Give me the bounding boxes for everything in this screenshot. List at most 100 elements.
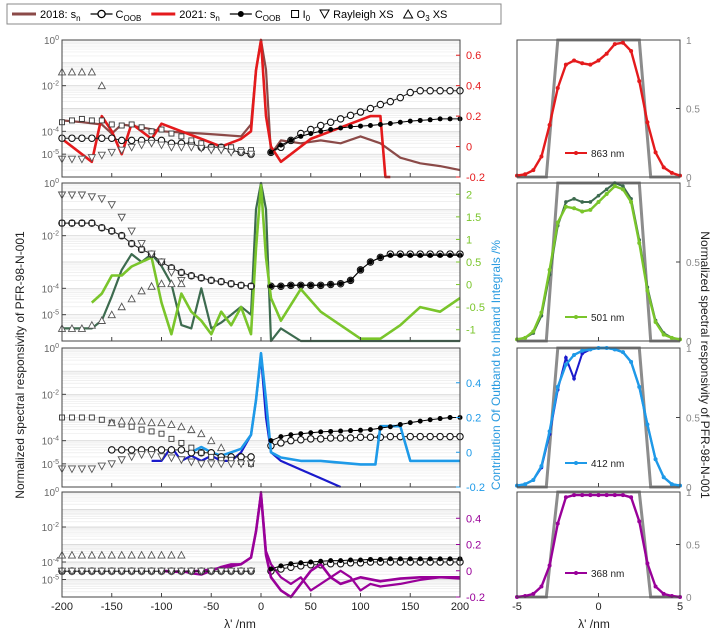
data-point [446, 86, 454, 95]
data-point [68, 117, 75, 124]
y-tick-label: 100 [44, 35, 59, 47]
data-point [88, 134, 96, 142]
data-point [661, 475, 666, 480]
data-point [539, 310, 544, 315]
y2-tick-label: 0.4 [466, 513, 481, 525]
data-point [216, 567, 226, 576]
data-point [187, 143, 196, 152]
data-point [437, 416, 443, 422]
data-point [298, 133, 304, 139]
data-point [128, 121, 135, 128]
data-point [297, 435, 305, 444]
data-point [555, 220, 560, 225]
data-point [77, 155, 87, 164]
data-point [137, 416, 146, 425]
data-point [336, 434, 345, 442]
data-point [127, 143, 136, 152]
data-point [268, 566, 274, 572]
data-point [77, 550, 87, 559]
data-point [572, 206, 577, 211]
data-point [604, 192, 609, 197]
data-point [98, 134, 106, 142]
data-point [117, 446, 126, 454]
y2-tick-label: 0.2 [466, 111, 481, 123]
data-point [377, 556, 383, 562]
legend-label: O3 XS [417, 9, 448, 23]
data-point [108, 134, 116, 142]
data-point [318, 128, 324, 134]
legend-triangle-up-marker [402, 8, 414, 19]
data-point [387, 424, 393, 430]
legend-triangle-down-marker [319, 9, 330, 20]
data-point [612, 184, 617, 189]
y-tick-label: 10-5 [42, 575, 59, 587]
data-point [318, 282, 324, 288]
data-point [377, 254, 383, 260]
x-tick-label: 100 [351, 601, 369, 613]
left-panel-4: 100 10-2 10-4 10-5 0.4 0.2 0 -0.2 -200 -150 -100 -5… [42, 487, 485, 613]
data-point [277, 439, 285, 447]
data-point [268, 283, 274, 289]
y-tick-label: 10-2 [42, 231, 59, 243]
data-point [386, 97, 395, 106]
data-point [318, 558, 324, 564]
data-point [367, 259, 373, 265]
data-point [564, 200, 568, 204]
data-point [117, 456, 126, 465]
data-point [216, 443, 226, 452]
legend-entry: I0 [291, 9, 311, 23]
data-point [669, 170, 674, 175]
y-tick-label: 0 [686, 483, 692, 494]
y2-tick-label: 0 [466, 142, 472, 154]
data-point [188, 444, 195, 451]
right-panel-y-axis-label: Normalized spectral responsivity of PFR-… [698, 231, 712, 499]
data-point [645, 422, 650, 427]
data-point [298, 560, 304, 566]
y2-tick-label: 1.5 [466, 212, 481, 224]
data-point [447, 252, 453, 258]
data-point [206, 436, 216, 445]
data-point [645, 561, 650, 566]
data-point [177, 143, 186, 152]
data-point [629, 48, 634, 53]
y2-tick-label: -0.2 [466, 592, 485, 604]
data-point [604, 493, 609, 498]
y2-tick-label: 0.2 [466, 540, 481, 552]
data-point [167, 269, 176, 277]
data-point [407, 556, 413, 562]
data-point [555, 384, 560, 389]
y-tick-label: 10-2 [42, 522, 59, 534]
legend-dot-marker [237, 11, 244, 17]
y2-tick-label: 0.2 [466, 413, 481, 425]
data-point [620, 493, 625, 498]
data-point [580, 61, 585, 66]
data-point [98, 224, 105, 231]
x-tick-label: 0 [595, 601, 601, 613]
data-point [177, 567, 186, 576]
plot-area [517, 40, 680, 177]
data-point [137, 550, 146, 559]
y-tick-label: 10-5 [42, 149, 59, 161]
legend-entry: 2021: sn [151, 9, 220, 23]
data-point [366, 433, 375, 442]
x-tick-label: -100 [150, 601, 172, 613]
y-tick-label: 10-4 [42, 436, 59, 448]
y-tick-label: 1 [686, 179, 692, 190]
data-point [97, 316, 107, 324]
data-point [298, 431, 304, 437]
right-y2-axis-label: Contribution Of Outband to Inband Integr… [489, 239, 503, 491]
data-point [67, 67, 77, 76]
data-point [177, 422, 186, 431]
data-point [158, 430, 165, 437]
data-point [68, 220, 75, 227]
data-point [167, 446, 176, 454]
data-point [198, 449, 205, 456]
data-point [523, 172, 528, 177]
data-point [78, 115, 85, 122]
data-point [367, 123, 373, 129]
data-point [98, 416, 105, 423]
data-point [97, 195, 107, 204]
data-point [588, 62, 593, 67]
data-point [117, 213, 126, 222]
data-point [596, 58, 601, 63]
